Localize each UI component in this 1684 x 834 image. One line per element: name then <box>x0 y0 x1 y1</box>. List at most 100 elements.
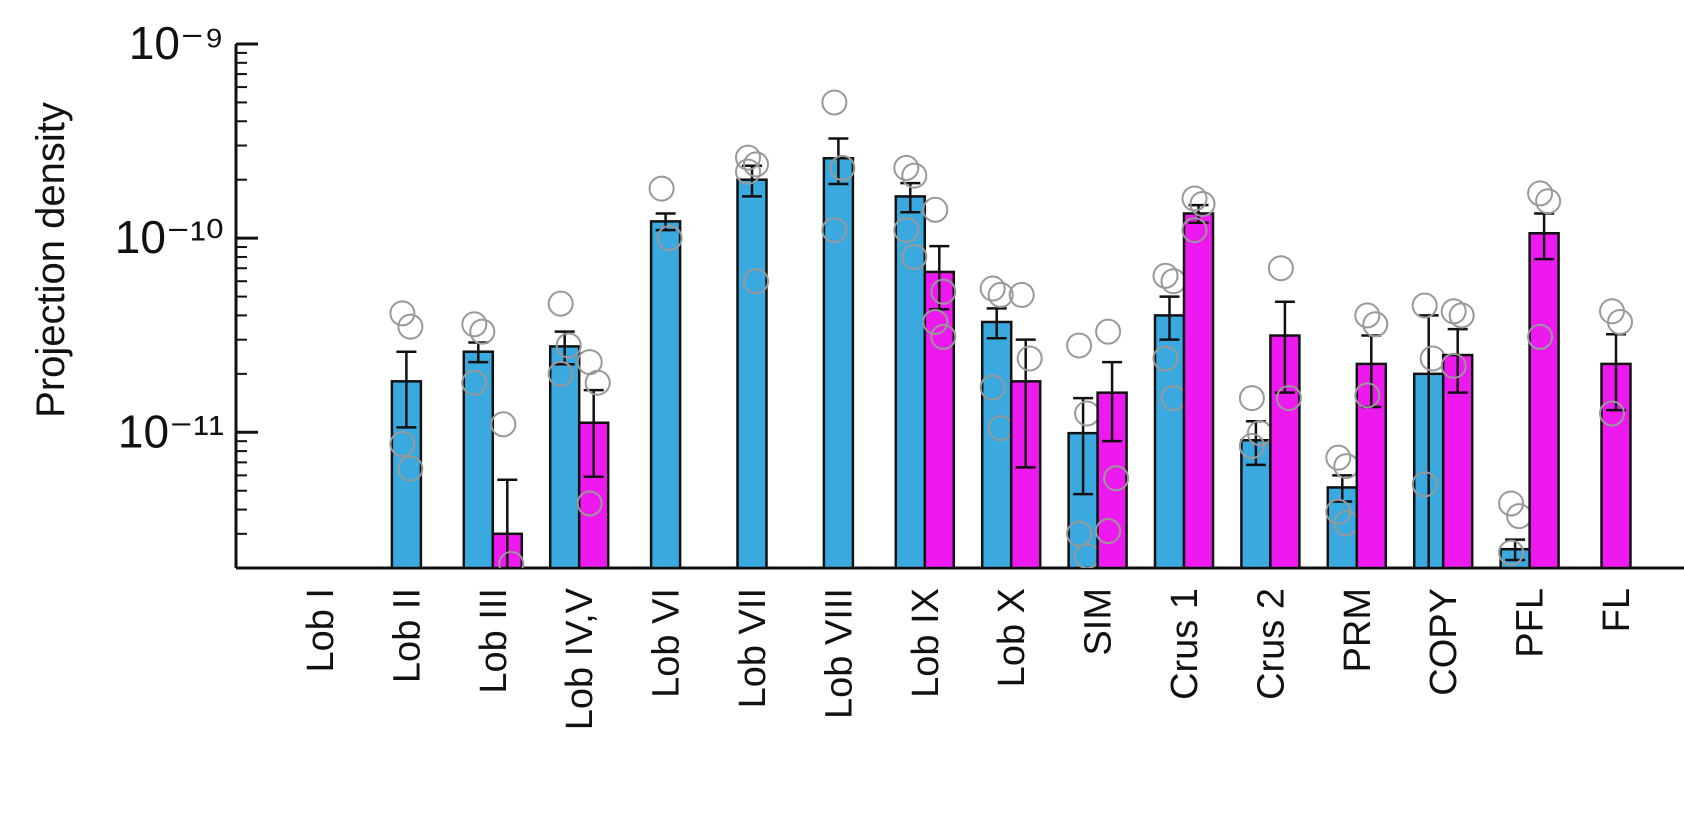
bar <box>649 220 682 568</box>
data-point <box>1411 471 1438 498</box>
error-bar <box>828 137 849 186</box>
data-point <box>1066 332 1093 359</box>
data-point <box>922 196 949 223</box>
data-point <box>1095 518 1122 545</box>
data-point <box>1275 385 1302 412</box>
data-point <box>1181 185 1208 212</box>
data-point <box>461 369 488 396</box>
data-point <box>648 175 675 202</box>
data-point <box>1074 400 1101 427</box>
data-point <box>901 243 928 270</box>
data-point <box>1527 323 1554 350</box>
bar <box>462 350 495 568</box>
error-bar <box>1073 396 1094 496</box>
error-bar <box>1447 327 1468 394</box>
data-point <box>901 162 928 189</box>
data-point <box>1152 345 1179 372</box>
data-point <box>1238 432 1265 459</box>
bar <box>1182 212 1215 568</box>
data-point <box>1008 281 1035 308</box>
data-point <box>656 225 683 252</box>
data-point <box>469 318 496 345</box>
y-tick-label: 10⁻¹⁰ <box>115 211 224 263</box>
data-point <box>1267 255 1294 282</box>
data-point <box>1354 302 1381 329</box>
x-tick-label: FL <box>1596 588 1638 632</box>
data-point <box>584 369 611 396</box>
x-tick-label: Crus 2 <box>1250 588 1292 700</box>
data-point <box>1016 345 1043 372</box>
data-point <box>829 154 856 181</box>
data-point <box>1325 444 1352 471</box>
data-point <box>498 550 525 568</box>
x-tick-label: Lob VII <box>732 588 774 708</box>
data-point <box>1181 217 1208 244</box>
x-tick-label: Lob IV,V <box>559 587 601 730</box>
error-bar <box>554 330 575 366</box>
data-point <box>1066 520 1093 547</box>
data-point <box>893 154 920 181</box>
x-tick-label: Lob VIII <box>818 588 860 719</box>
x-tick-label: SIM <box>1078 588 1120 656</box>
error-bar <box>1418 314 1439 568</box>
data-point <box>547 290 574 317</box>
data-point <box>1095 318 1122 345</box>
data-point <box>1440 352 1467 379</box>
bar <box>548 345 581 568</box>
x-tick-label: Lob IX <box>905 588 947 698</box>
data-point <box>1354 382 1381 409</box>
data-point <box>1160 268 1187 295</box>
data-point <box>1448 302 1475 329</box>
y-tick-label: 10⁻¹¹ <box>118 405 224 457</box>
error-bar <box>1159 295 1180 341</box>
x-tick-label: PFL <box>1510 588 1552 658</box>
x-tick-label: Lob II <box>386 588 428 683</box>
plot-area <box>389 89 1633 568</box>
data-point <box>735 158 761 185</box>
data-point <box>1362 311 1389 338</box>
data-point <box>987 281 1014 308</box>
error-bar <box>900 181 921 214</box>
x-tick-label: Lob III <box>473 588 515 694</box>
error-bar <box>1015 338 1036 469</box>
data-point <box>397 313 424 340</box>
data-point <box>1599 298 1625 325</box>
data-point <box>389 300 416 327</box>
x-tick-label: Crus 1 <box>1164 588 1206 700</box>
data-point <box>930 323 957 350</box>
error-bar <box>1102 360 1123 443</box>
data-point <box>1498 490 1525 517</box>
data-point <box>735 144 761 171</box>
x-tick-label: Lob I <box>300 588 342 673</box>
data-point <box>1152 262 1179 289</box>
data-point <box>743 268 769 295</box>
x-tick-label: COPY <box>1423 588 1465 696</box>
bar <box>736 178 768 568</box>
data-point <box>979 275 1006 302</box>
bar <box>980 320 1013 568</box>
bar <box>822 156 855 568</box>
error-bar <box>396 350 417 429</box>
data-point <box>893 217 920 244</box>
error-bar <box>1332 474 1353 503</box>
error-bar <box>986 307 1007 340</box>
data-point <box>1607 308 1633 335</box>
data-point <box>397 455 424 482</box>
data-point <box>922 308 949 335</box>
x-tick-label: Lob VI <box>646 588 688 698</box>
bar <box>894 195 927 568</box>
bar <box>1528 231 1560 568</box>
data-point <box>979 374 1006 401</box>
data-point <box>821 89 848 116</box>
y-tick-label: 10⁻⁹ <box>129 17 224 69</box>
data-point <box>389 431 416 458</box>
data-point <box>1535 188 1562 215</box>
data-point <box>1527 180 1554 207</box>
x-tick-label: Lob X <box>991 588 1033 687</box>
data-point <box>490 411 517 438</box>
data-point <box>1411 292 1438 319</box>
bar <box>923 270 956 568</box>
data-point <box>743 151 769 178</box>
data-point <box>1238 385 1265 412</box>
